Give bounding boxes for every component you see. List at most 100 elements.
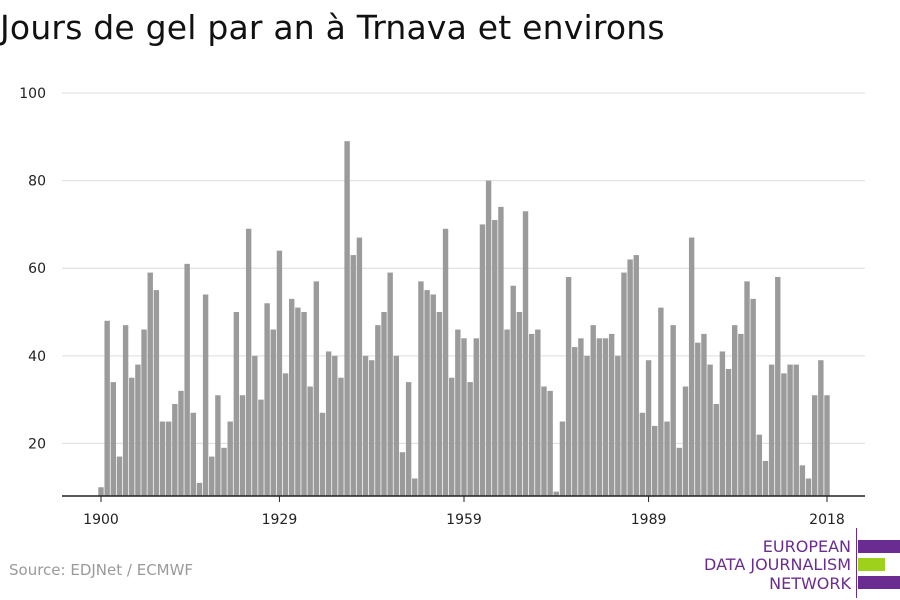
bar-1999 bbox=[707, 364, 713, 496]
bar-1932 bbox=[295, 307, 301, 496]
bar-1987 bbox=[633, 255, 639, 496]
bar-1937 bbox=[325, 351, 332, 496]
bar-1936 bbox=[319, 412, 326, 496]
bar-1973 bbox=[547, 390, 553, 496]
logo-bar-purple-bottom bbox=[858, 576, 900, 589]
bar-1977 bbox=[572, 347, 578, 496]
y-tick-label-100: 100 bbox=[19, 86, 46, 102]
bar-2003 bbox=[732, 325, 738, 496]
bar-1933 bbox=[301, 312, 307, 496]
logo-line-data-journalism: DATA JOURNALISM bbox=[704, 555, 851, 574]
edjnet-logo[interactable]: EUROPEAN DATA JOURNALISM NETWORK bbox=[700, 528, 900, 598]
bar-1918 bbox=[209, 456, 215, 496]
bar-1949 bbox=[399, 452, 406, 496]
bar-1961 bbox=[473, 338, 480, 496]
bar-1910 bbox=[159, 421, 166, 496]
bar-2017 bbox=[818, 360, 824, 496]
bar-1979 bbox=[584, 355, 590, 496]
bar-2013 bbox=[793, 364, 799, 496]
bar-1944 bbox=[369, 360, 375, 496]
bar-1956 bbox=[442, 228, 449, 497]
bar-2015 bbox=[805, 478, 812, 496]
bar-1967 bbox=[510, 285, 516, 496]
bar-1923 bbox=[239, 395, 246, 496]
bar-1991 bbox=[658, 307, 664, 496]
bar-1997 bbox=[695, 342, 701, 496]
bar-1925 bbox=[252, 355, 258, 496]
bar-1981 bbox=[596, 338, 603, 496]
bar-1907 bbox=[141, 329, 147, 496]
bar-2009 bbox=[768, 364, 775, 496]
bar-2000 bbox=[713, 404, 719, 496]
y-tick-label-80: 80 bbox=[28, 174, 46, 190]
bar-1945 bbox=[375, 325, 381, 496]
bar-1902 bbox=[110, 382, 117, 496]
x-tick-label-1929: 1929 bbox=[262, 512, 298, 528]
bar-1931 bbox=[289, 298, 295, 496]
x-tick-label-1959: 1959 bbox=[446, 512, 482, 528]
bar-1982 bbox=[602, 338, 609, 496]
bar-1998 bbox=[701, 333, 707, 496]
bar-1942 bbox=[356, 237, 363, 497]
bar-1922 bbox=[233, 312, 240, 496]
bar-1941 bbox=[350, 255, 356, 496]
bar-1988 bbox=[639, 412, 646, 496]
bar-2006 bbox=[750, 298, 756, 496]
bar-1960 bbox=[467, 382, 473, 496]
bar-2018 bbox=[824, 395, 830, 496]
bar-1930 bbox=[282, 373, 289, 496]
bar-1995 bbox=[682, 386, 689, 496]
logo-line-european: EUROPEAN bbox=[762, 537, 851, 556]
bar-1952 bbox=[418, 281, 424, 496]
bar-1913 bbox=[178, 390, 184, 496]
bar-1901 bbox=[104, 320, 110, 496]
x-tick-label-2018: 2018 bbox=[809, 512, 845, 528]
bar-1975 bbox=[559, 421, 566, 496]
bar-1934 bbox=[307, 386, 313, 496]
bar-1900 bbox=[98, 487, 104, 496]
logo-line-network: NETWORK bbox=[769, 574, 851, 593]
bar-1994 bbox=[676, 447, 683, 496]
bar-1969 bbox=[522, 211, 529, 496]
bar-1928 bbox=[270, 329, 276, 496]
bar-1938 bbox=[332, 355, 338, 496]
bar-1955 bbox=[436, 312, 443, 496]
bar-1909 bbox=[153, 290, 160, 496]
logo-separator bbox=[856, 528, 857, 598]
bar-1914 bbox=[184, 263, 190, 496]
bar-1935 bbox=[313, 281, 320, 496]
bar-1986 bbox=[627, 259, 633, 496]
bar-2007 bbox=[756, 434, 763, 496]
logo-bar-green bbox=[858, 558, 885, 571]
source-credit: Source: EDJNet / ECMWF bbox=[9, 561, 194, 579]
bar-1989 bbox=[645, 360, 652, 496]
bar-2002 bbox=[725, 368, 732, 496]
bar-1980 bbox=[590, 325, 596, 496]
bar-1921 bbox=[227, 421, 233, 496]
bar-1948 bbox=[393, 355, 400, 496]
bar-1968 bbox=[516, 312, 523, 496]
bar-1912 bbox=[172, 404, 178, 496]
bar-2014 bbox=[799, 465, 806, 496]
bar-1963 bbox=[485, 180, 492, 497]
bar-1943 bbox=[362, 355, 369, 496]
bar-1974 bbox=[553, 491, 559, 496]
bar-1954 bbox=[430, 294, 436, 496]
bar-1905 bbox=[129, 377, 135, 496]
bar-1951 bbox=[412, 478, 418, 496]
bar-1992 bbox=[664, 421, 670, 496]
bar-1919 bbox=[215, 395, 221, 496]
bar-1906 bbox=[135, 364, 141, 496]
bar-1927 bbox=[264, 303, 270, 496]
y-tick-label-20: 20 bbox=[28, 436, 46, 452]
bar-1966 bbox=[504, 329, 510, 496]
bar-1978 bbox=[578, 338, 584, 496]
bar-1970 bbox=[528, 333, 535, 496]
bar-2012 bbox=[787, 364, 793, 496]
bar-1972 bbox=[541, 386, 547, 496]
bar-1990 bbox=[652, 425, 658, 496]
bar-2010 bbox=[775, 276, 781, 496]
bar-1916 bbox=[196, 482, 203, 496]
bar-1962 bbox=[479, 224, 486, 496]
